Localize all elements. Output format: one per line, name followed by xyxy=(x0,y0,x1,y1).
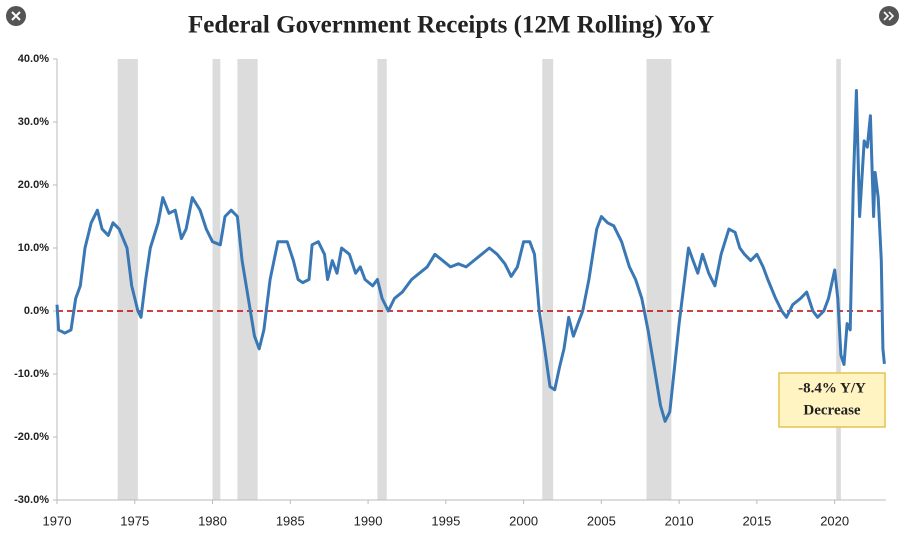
recession-band xyxy=(836,59,841,500)
recession-band xyxy=(237,59,258,500)
forward-icon[interactable] xyxy=(879,6,899,26)
x-tick-label: 2010 xyxy=(665,513,694,528)
x-tick-label: 2005 xyxy=(587,513,616,528)
y-tick-label: -20.0% xyxy=(14,431,49,443)
annotation-text: -8.4% Y/Y xyxy=(798,380,866,396)
chart-title: Federal Government Receipts (12M Rolling… xyxy=(188,12,714,39)
x-tick-label: 1985 xyxy=(276,513,305,528)
x-tick-label: 2020 xyxy=(820,513,849,528)
x-tick-label: 1995 xyxy=(431,513,460,528)
y-tick-label: 20.0% xyxy=(18,179,49,191)
recession-band xyxy=(212,59,221,500)
y-tick-label: -10.0% xyxy=(14,368,49,380)
y-tick-label: 10.0% xyxy=(18,242,49,254)
recession-band xyxy=(377,59,387,500)
close-icon[interactable] xyxy=(6,6,26,26)
x-tick-label: 2000 xyxy=(509,513,538,528)
x-tick-label: 1980 xyxy=(198,513,227,528)
recession-band xyxy=(542,59,554,500)
y-tick-label: -30.0% xyxy=(14,494,49,506)
annotation-box xyxy=(778,372,886,428)
y-tick-label: 30.0% xyxy=(18,116,49,128)
x-tick-label: 1970 xyxy=(43,513,72,528)
y-tick-label: 0.0% xyxy=(24,305,49,317)
series-line xyxy=(55,89,886,423)
x-tick-label: 2015 xyxy=(742,513,771,528)
recession-band xyxy=(646,59,672,500)
x-tick-label: 1975 xyxy=(120,513,149,528)
annotation-text: Decrease xyxy=(803,402,861,418)
recession-band xyxy=(117,59,138,500)
y-tick-label: 40.0% xyxy=(18,53,49,65)
x-tick-label: 1990 xyxy=(354,513,383,528)
